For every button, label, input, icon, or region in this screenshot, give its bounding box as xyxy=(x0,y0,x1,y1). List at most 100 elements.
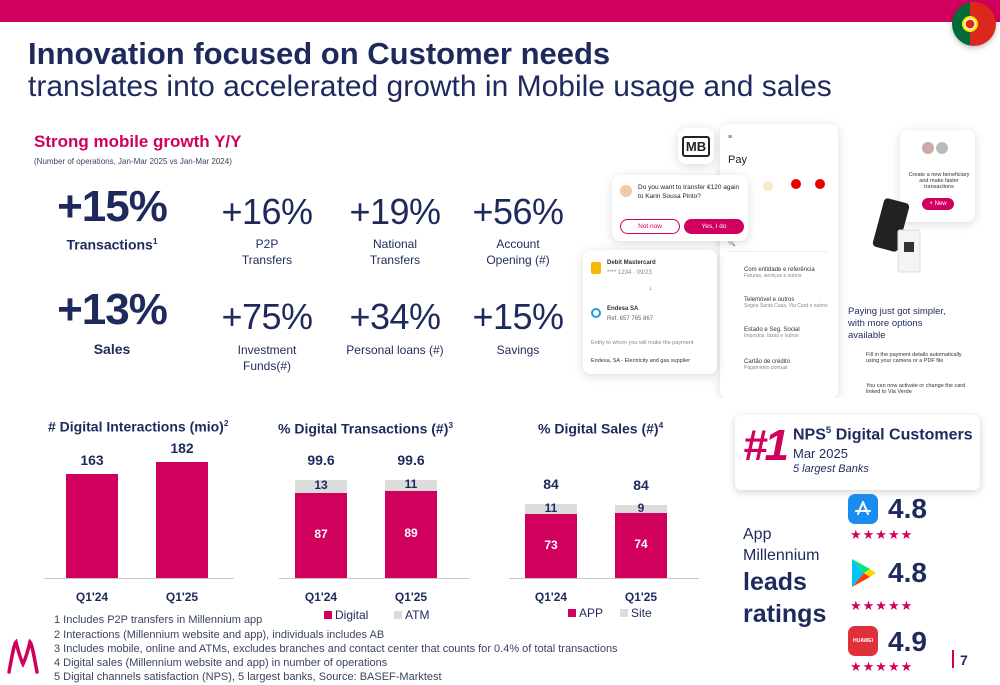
list-item-3[interactable]: Estado e Seg. Social Impostos, taxas e ou… xyxy=(744,327,800,339)
portugal-flag-icon xyxy=(952,2,996,46)
kpi-savings-label: Savings xyxy=(496,343,540,357)
legend-site: Site xyxy=(620,606,652,620)
bar-digital-q125 xyxy=(385,490,437,578)
list-item-1[interactable]: Com entidade e referência Faturas, serviç… xyxy=(744,267,815,279)
top-brand-bar xyxy=(0,0,1000,22)
total-label-q125: 99.6 xyxy=(397,452,425,468)
card-icon xyxy=(591,262,601,274)
app-store-icon xyxy=(848,494,878,524)
x-tick-q124: Q1'24 xyxy=(534,590,568,604)
nps-note: 5 largest Banks xyxy=(793,463,869,475)
app-store-stars: ★★★★★ xyxy=(850,527,914,542)
kpi-transactions-value: +15% xyxy=(57,182,168,231)
fill-details-text: Fill in the payment details automaticall… xyxy=(866,352,962,364)
bar-atm-q124 xyxy=(295,480,347,493)
payment-card-mockup: Debit Mastercard **** 1234 · 09/23 ↓ End… xyxy=(583,250,717,374)
page-number: 7 xyxy=(960,652,968,668)
footnote-5: 5 Digital channels satisfaction (NPS), 5… xyxy=(54,671,442,683)
chart-digital-transactions: 99.6 99.6 87 89 13 11 Q1'24 Q1'25 xyxy=(275,440,475,610)
atm-label-q124: 13 xyxy=(314,478,328,493)
debit-card-label: Debit Mastercard xyxy=(607,260,656,266)
page-number-divider xyxy=(952,650,954,668)
beneficiary-card: Create a new beneficiary and make faster… xyxy=(900,130,975,222)
footnote-1: 1 Includes P2P transfers in Millennium a… xyxy=(54,614,263,626)
nps-title: NPS5 Digital Customers xyxy=(793,425,973,444)
google-play-rating: 4.8 xyxy=(888,557,927,588)
site-label-q125: 9 xyxy=(637,500,645,515)
value-label-q125: 182 xyxy=(170,439,194,456)
huawei-stars: ★★★★★ xyxy=(850,659,914,674)
list-item-4[interactable]: Cartão de crédito Pagamento pontual xyxy=(744,359,791,371)
growth-section-subtitle: (Number of operations, Jan-Mar 2025 vs J… xyxy=(34,157,232,166)
legend-digital: Digital xyxy=(324,608,368,622)
page-title: Innovation focused on Customer needs xyxy=(28,36,611,71)
chart2-title: % Digital Transactions (#)3 xyxy=(278,420,454,437)
avatar xyxy=(922,142,934,154)
avatar xyxy=(620,185,632,197)
kpi-sales-label: Sales xyxy=(93,341,131,357)
page-subtitle: translates into accelerated growth in Mo… xyxy=(28,70,832,103)
kpi-p2p-value: +16% xyxy=(221,191,313,232)
bar-q125 xyxy=(156,461,208,578)
google-play-icon xyxy=(848,557,878,589)
x-tick-q125: Q1'25 xyxy=(165,590,199,604)
huawei-appgallery-icon: HUAWEI xyxy=(848,626,878,656)
kpi-p2p-label: P2P Transfers xyxy=(241,237,293,267)
bar-app-q124 xyxy=(525,513,577,578)
beneficiary-text: Create a new beneficiary and make faster… xyxy=(908,172,970,190)
kpi-account-label: Account Opening (#) xyxy=(486,237,550,267)
ratings-leads-label: leads ratings xyxy=(743,568,827,628)
x-tick-q124: Q1'24 xyxy=(304,590,338,604)
paying-simpler-text: Paying just got simpler, with more optio… xyxy=(848,306,946,341)
digital-label-q125: 89 xyxy=(404,526,418,541)
phone-scan-illustration xyxy=(868,190,928,290)
kpi-national-value: +19% xyxy=(349,191,441,232)
bar-digital-q124 xyxy=(295,492,347,578)
ratings-app-label: App Millennium xyxy=(743,526,820,564)
kpi-account-value: +56% xyxy=(472,191,564,232)
not-now-button[interactable]: Not now xyxy=(620,219,680,234)
total-label-q124: 84 xyxy=(543,476,559,493)
bar-site-q124 xyxy=(525,504,577,514)
transfer-prompt-card: Do you want to transfer €120 again to Ka… xyxy=(612,175,748,241)
endesa-label: Endesa SA xyxy=(607,306,639,312)
x-axis xyxy=(279,578,469,579)
atm-label-q125: 11 xyxy=(404,477,418,492)
kpi-investment-value: +75% xyxy=(221,296,313,337)
x-tick-q125: Q1'25 xyxy=(624,590,658,604)
nps-card: #1 NPS5 Digital Customers Mar 2025 5 lar… xyxy=(735,415,980,490)
new-beneficiary-button[interactable]: + New xyxy=(922,198,954,210)
footnote-3: 3 Includes mobile, online and ATMs, excl… xyxy=(54,643,618,655)
pay-title: Pay xyxy=(728,154,747,166)
pay-screen-mockup: ≡ Pay 🔍 Com entidade e referência Faturas… xyxy=(720,124,838,399)
x-axis xyxy=(44,578,234,579)
nps-period: Mar 2025 xyxy=(793,446,848,461)
card-number: **** 1234 · 09/23 xyxy=(607,270,652,276)
endesa-icon xyxy=(591,308,601,318)
kpi-savings-value: +15% xyxy=(472,296,564,337)
mb-logo: MB xyxy=(678,128,714,164)
footnote-4: 4 Digital sales (Millennium website and … xyxy=(54,657,388,669)
kpi-transactions-label: Transactions1 xyxy=(66,236,158,253)
via-verde-text: You can now activate or change the card … xyxy=(866,383,966,395)
millennium-logo xyxy=(6,636,40,676)
bar-app-q125 xyxy=(615,512,667,578)
kpi-loans-value: +34% xyxy=(349,296,441,337)
total-label-q124: 99.6 xyxy=(307,452,335,468)
app-label-q124: 73 xyxy=(544,537,558,552)
value-label-q124: 163 xyxy=(80,452,104,468)
list-item-2[interactable]: Telemóvel e outros Sogea Santa Casa, Via … xyxy=(744,297,828,309)
yes-button[interactable]: Yes, I do xyxy=(684,219,744,234)
kpi-investment-label: Investment Funds(#) xyxy=(237,343,297,373)
bar-q124 xyxy=(66,474,118,578)
x-tick-q124: Q1'24 xyxy=(75,590,109,604)
x-tick-q125: Q1'25 xyxy=(394,590,428,604)
endesa-ref: Ref. 657 765 867 xyxy=(607,316,654,322)
kpi-national-label: National Transfers xyxy=(369,237,421,267)
growth-section-title: Strong mobile growth Y/Y xyxy=(34,132,242,151)
app-store-rating: 4.8 xyxy=(888,493,927,524)
footnote-2: 2 Interactions (Millennium website and a… xyxy=(54,629,385,641)
total-label-q125: 84 xyxy=(633,476,649,493)
kpi-sales-value: +13% xyxy=(57,285,168,334)
kpi-loans-label: Personal loans (#) xyxy=(346,343,444,357)
